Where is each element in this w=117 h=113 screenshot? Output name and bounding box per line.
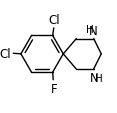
- Text: N: N: [89, 25, 98, 38]
- Text: N: N: [90, 71, 99, 84]
- Text: H: H: [86, 25, 94, 35]
- Text: F: F: [50, 82, 57, 95]
- Text: Cl: Cl: [0, 47, 11, 60]
- Text: H: H: [95, 74, 103, 84]
- Text: Cl: Cl: [48, 14, 60, 26]
